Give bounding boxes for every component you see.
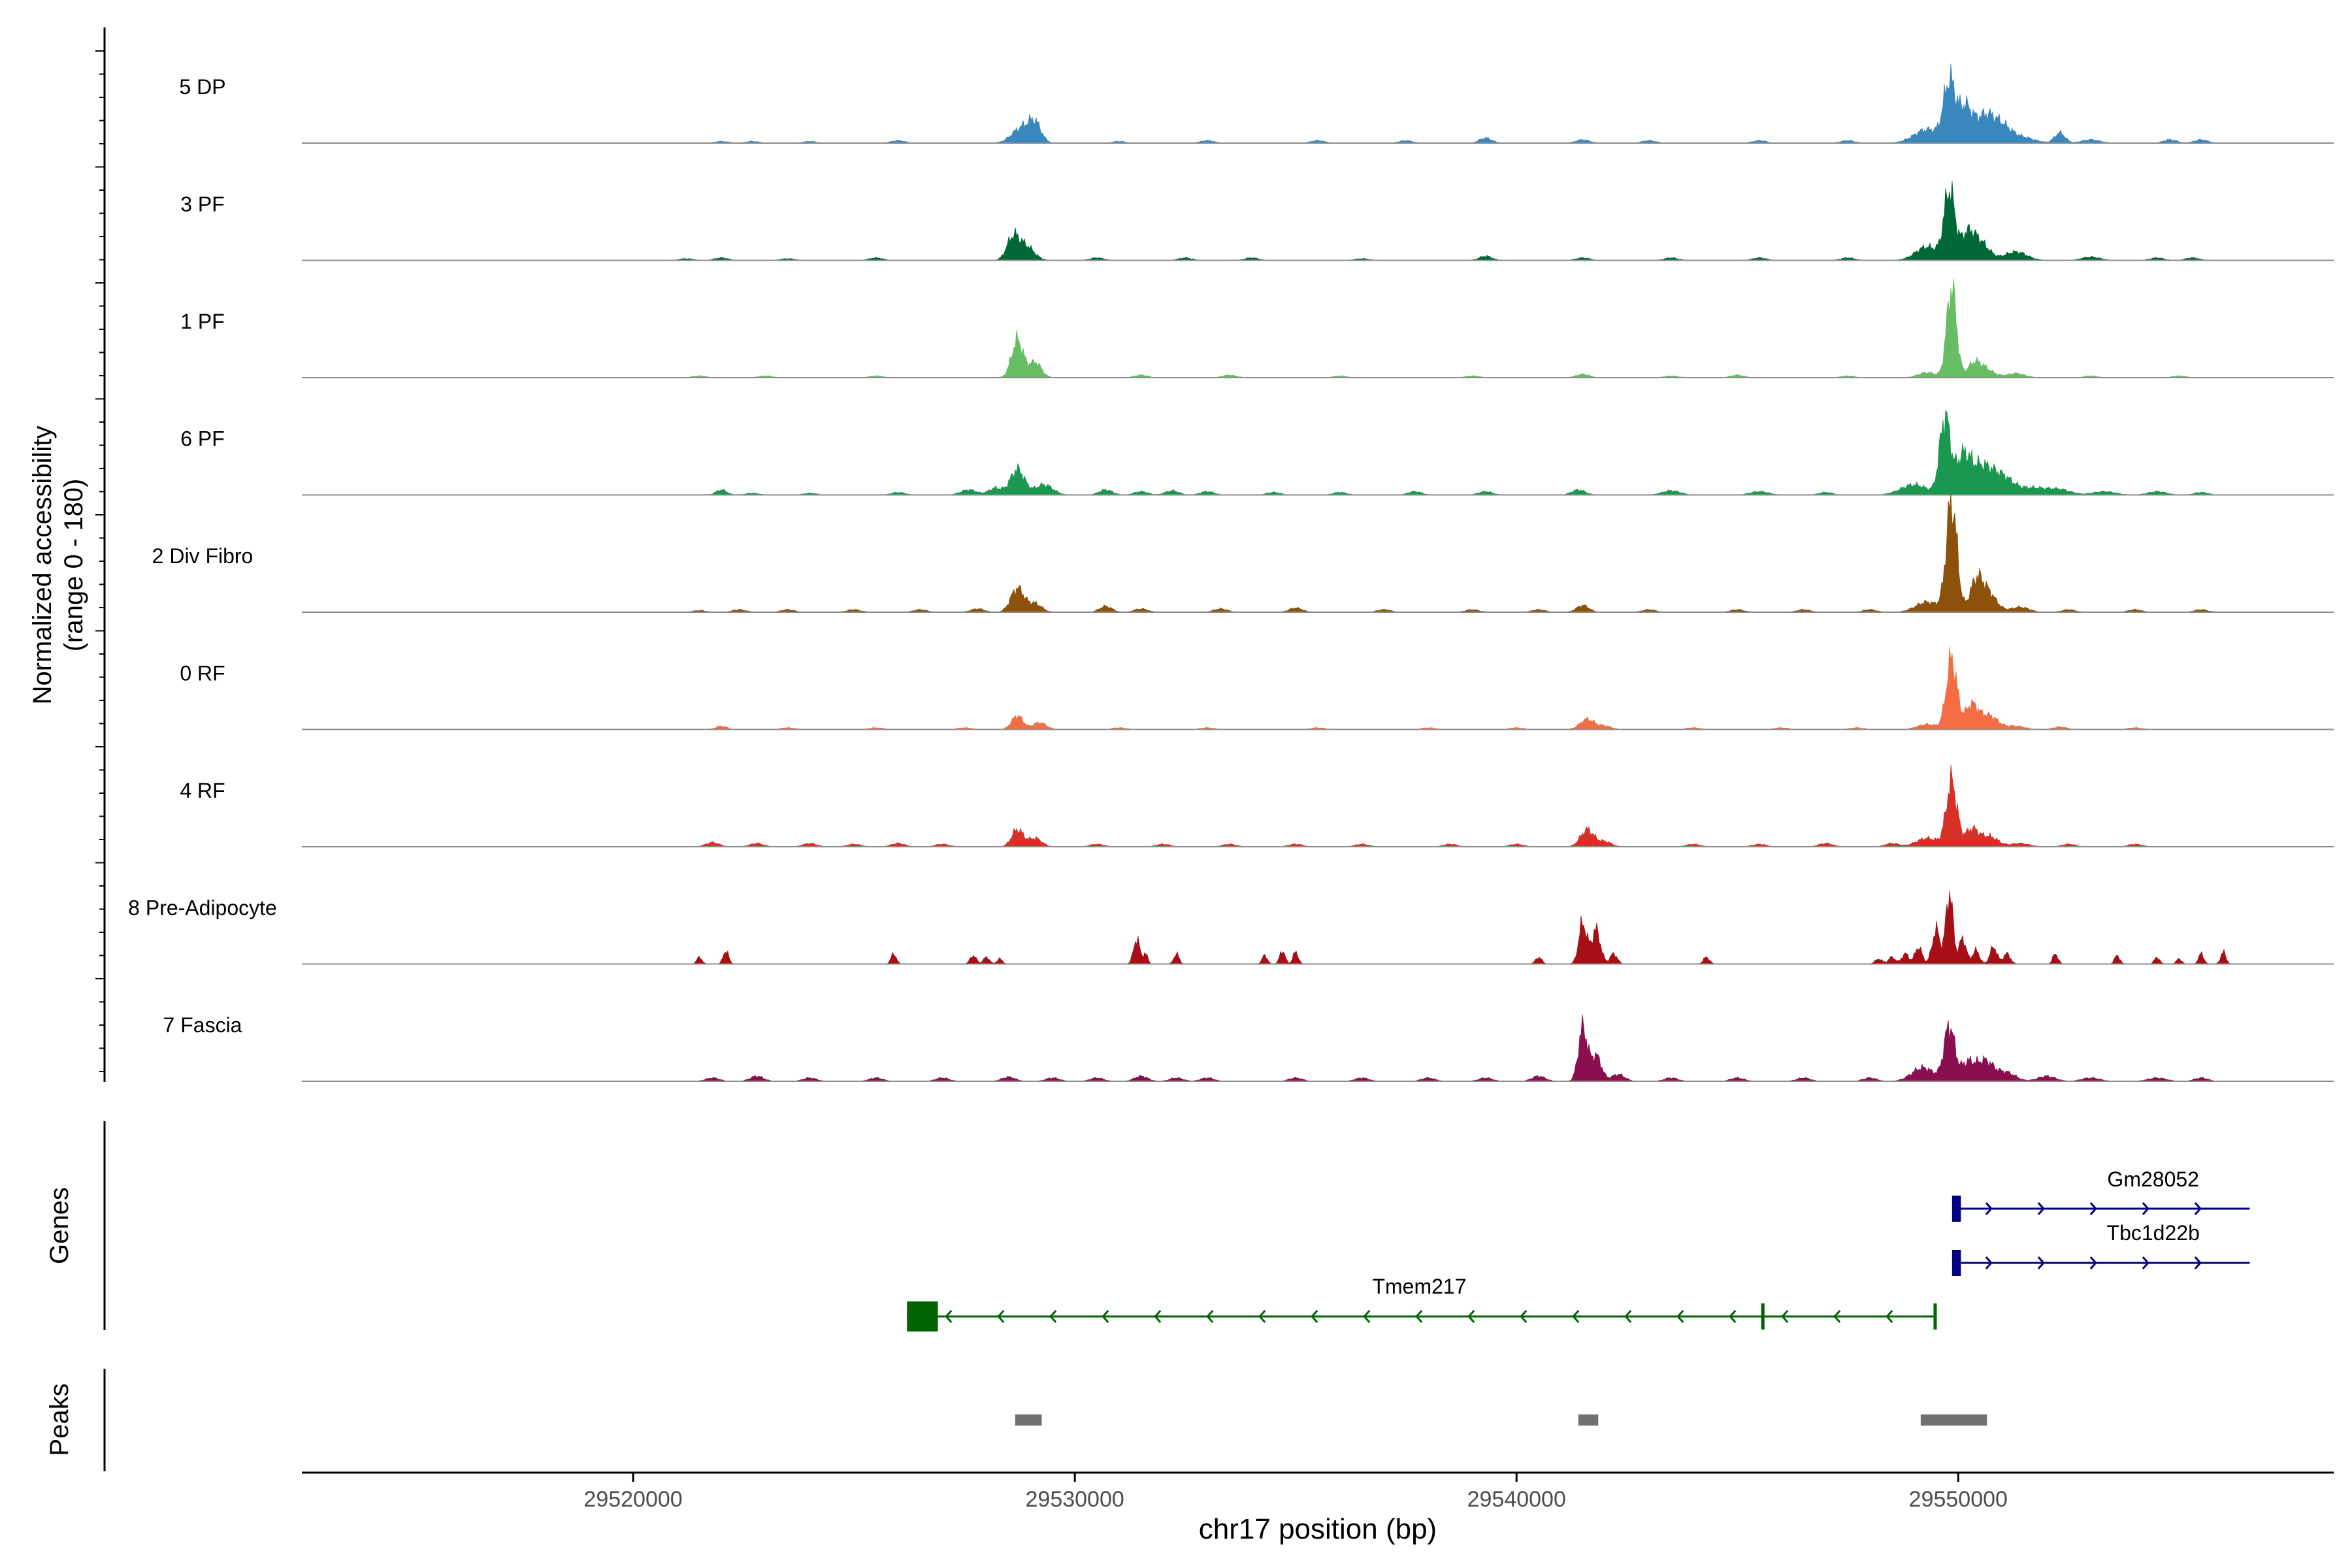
- strand-arrow-tmem217: [1572, 1310, 1580, 1323]
- strand-arrow-tbc1d22b: [2037, 1256, 2045, 1269]
- track-label-3-pf: 3 PF: [180, 193, 225, 216]
- strand-arrow-tmem217: [1206, 1310, 1214, 1323]
- peak-region: [1578, 1414, 1599, 1426]
- gene-label-gm28052: Gm28052: [2107, 1168, 2199, 1191]
- track-label-8-pre-adipocyte: 8 Pre-Adipocyte: [128, 896, 277, 920]
- exon-gm28052: [1952, 1196, 1961, 1222]
- strand-arrow-tmem217: [1258, 1310, 1266, 1323]
- track-6-pf: 6 PF: [180, 410, 2334, 496]
- x-axis-label: chr17 position (bp): [1199, 1513, 1437, 1545]
- track-4-rf: 4 RF: [180, 764, 2334, 847]
- track-3-pf: 3 PF: [180, 181, 2334, 261]
- strand-arrow-tmem217: [1624, 1310, 1632, 1323]
- track-label-7-fascia: 7 Fascia: [163, 1013, 242, 1037]
- peak-regions: [1015, 1414, 1987, 1426]
- strand-arrow-gm28052: [2037, 1202, 2045, 1215]
- strand-arrow-tmem217: [1781, 1310, 1789, 1323]
- track-label-4-rf: 4 RF: [180, 779, 225, 802]
- gene-tbc1d22b: Tbc1d22b: [1952, 1221, 2250, 1276]
- x-axis-ticks: 29520000 29530000 29540000 29550000: [583, 1473, 2008, 1512]
- strand-arrow-gm28052: [2142, 1202, 2149, 1215]
- track-7-fascia: 7 Fascia: [163, 1013, 2334, 1082]
- exon-tmem217: [1761, 1303, 1765, 1330]
- strand-arrow-tmem217: [1363, 1310, 1371, 1323]
- strand-arrow-gm28052: [2194, 1202, 2202, 1215]
- track-label-5-dp: 5 DP: [179, 75, 225, 99]
- track-label-2-div-fibro: 2 Div Fibro: [152, 544, 253, 568]
- strand-arrow-tmem217: [1311, 1310, 1318, 1323]
- peaks-panel-label: Peaks: [45, 1383, 74, 1456]
- strand-arrow-tmem217: [1886, 1310, 1893, 1323]
- accessibility-y-axis: [95, 27, 106, 1082]
- exon-tmem217: [1933, 1303, 1937, 1330]
- strand-arrow-tmem217: [997, 1310, 1005, 1323]
- strand-arrow-tbc1d22b: [1985, 1256, 1993, 1269]
- gene-label-tbc1d22b: Tbc1d22b: [2107, 1221, 2200, 1245]
- strand-arrow-tmem217: [1049, 1310, 1057, 1323]
- x-tick-label: 29520000: [583, 1487, 682, 1512]
- gene-gm28052: Gm28052: [1952, 1168, 2250, 1222]
- track-8-pre-adipocyte: 8 Pre-Adipocyte: [128, 890, 2334, 965]
- strand-arrow-tmem217: [945, 1310, 953, 1323]
- strand-arrow-tmem217: [1676, 1310, 1684, 1323]
- strand-arrow-tmem217: [1102, 1310, 1109, 1323]
- y-axis-label-line1: Normalized accessibility: [28, 426, 57, 705]
- strand-arrow-tbc1d22b: [2089, 1256, 2097, 1269]
- track-1-pf: 1 PF: [180, 278, 2334, 378]
- peak-region: [1015, 1414, 1042, 1426]
- x-tick-label: 29540000: [1467, 1487, 1566, 1512]
- track-label-0-rf: 0 RF: [180, 662, 225, 685]
- strand-arrow-tbc1d22b: [2194, 1256, 2202, 1269]
- track-2-div-fibro: 2 Div Fibro: [152, 493, 2334, 613]
- strand-arrow-tmem217: [1520, 1310, 1527, 1323]
- gene-tmem217: Tmem217: [907, 1275, 1937, 1331]
- strand-arrow-tmem217: [1415, 1310, 1423, 1323]
- track-5-dp: 5 DP: [179, 63, 2334, 144]
- strand-arrow-tmem217: [1154, 1310, 1162, 1323]
- strand-arrow-tmem217: [1729, 1310, 1737, 1323]
- peak-region: [1920, 1414, 1987, 1426]
- track-label-1-pf: 1 PF: [180, 310, 225, 333]
- genes-panel-label: Genes: [45, 1187, 74, 1264]
- x-tick-label: 29530000: [1026, 1487, 1124, 1512]
- strand-arrow-tmem217: [1833, 1310, 1841, 1323]
- strand-arrow-tmem217: [1467, 1310, 1475, 1323]
- strand-arrow-gm28052: [1985, 1202, 1993, 1215]
- coverage-tracks: 5 DP 3 PF 1 PF 6 PF 2 Div Fibro 0 RF 4 RF 8 Pre…: [128, 63, 2334, 1082]
- gene-annotations: Gm28052 Tbc1d22b Tmem217: [907, 1168, 2250, 1331]
- track-0-rf: 0 RF: [180, 646, 2334, 730]
- y-axis-label-line2: (range 0 - 180): [59, 479, 88, 652]
- exon-tmem217: [907, 1301, 938, 1331]
- x-tick-label: 29550000: [1909, 1487, 2008, 1512]
- track-label-6-pf: 6 PF: [180, 427, 225, 451]
- strand-arrow-gm28052: [2089, 1202, 2097, 1215]
- exon-tbc1d22b: [1952, 1250, 1961, 1276]
- strand-arrow-tbc1d22b: [2142, 1256, 2149, 1269]
- gene-label-tmem217: Tmem217: [1372, 1275, 1466, 1298]
